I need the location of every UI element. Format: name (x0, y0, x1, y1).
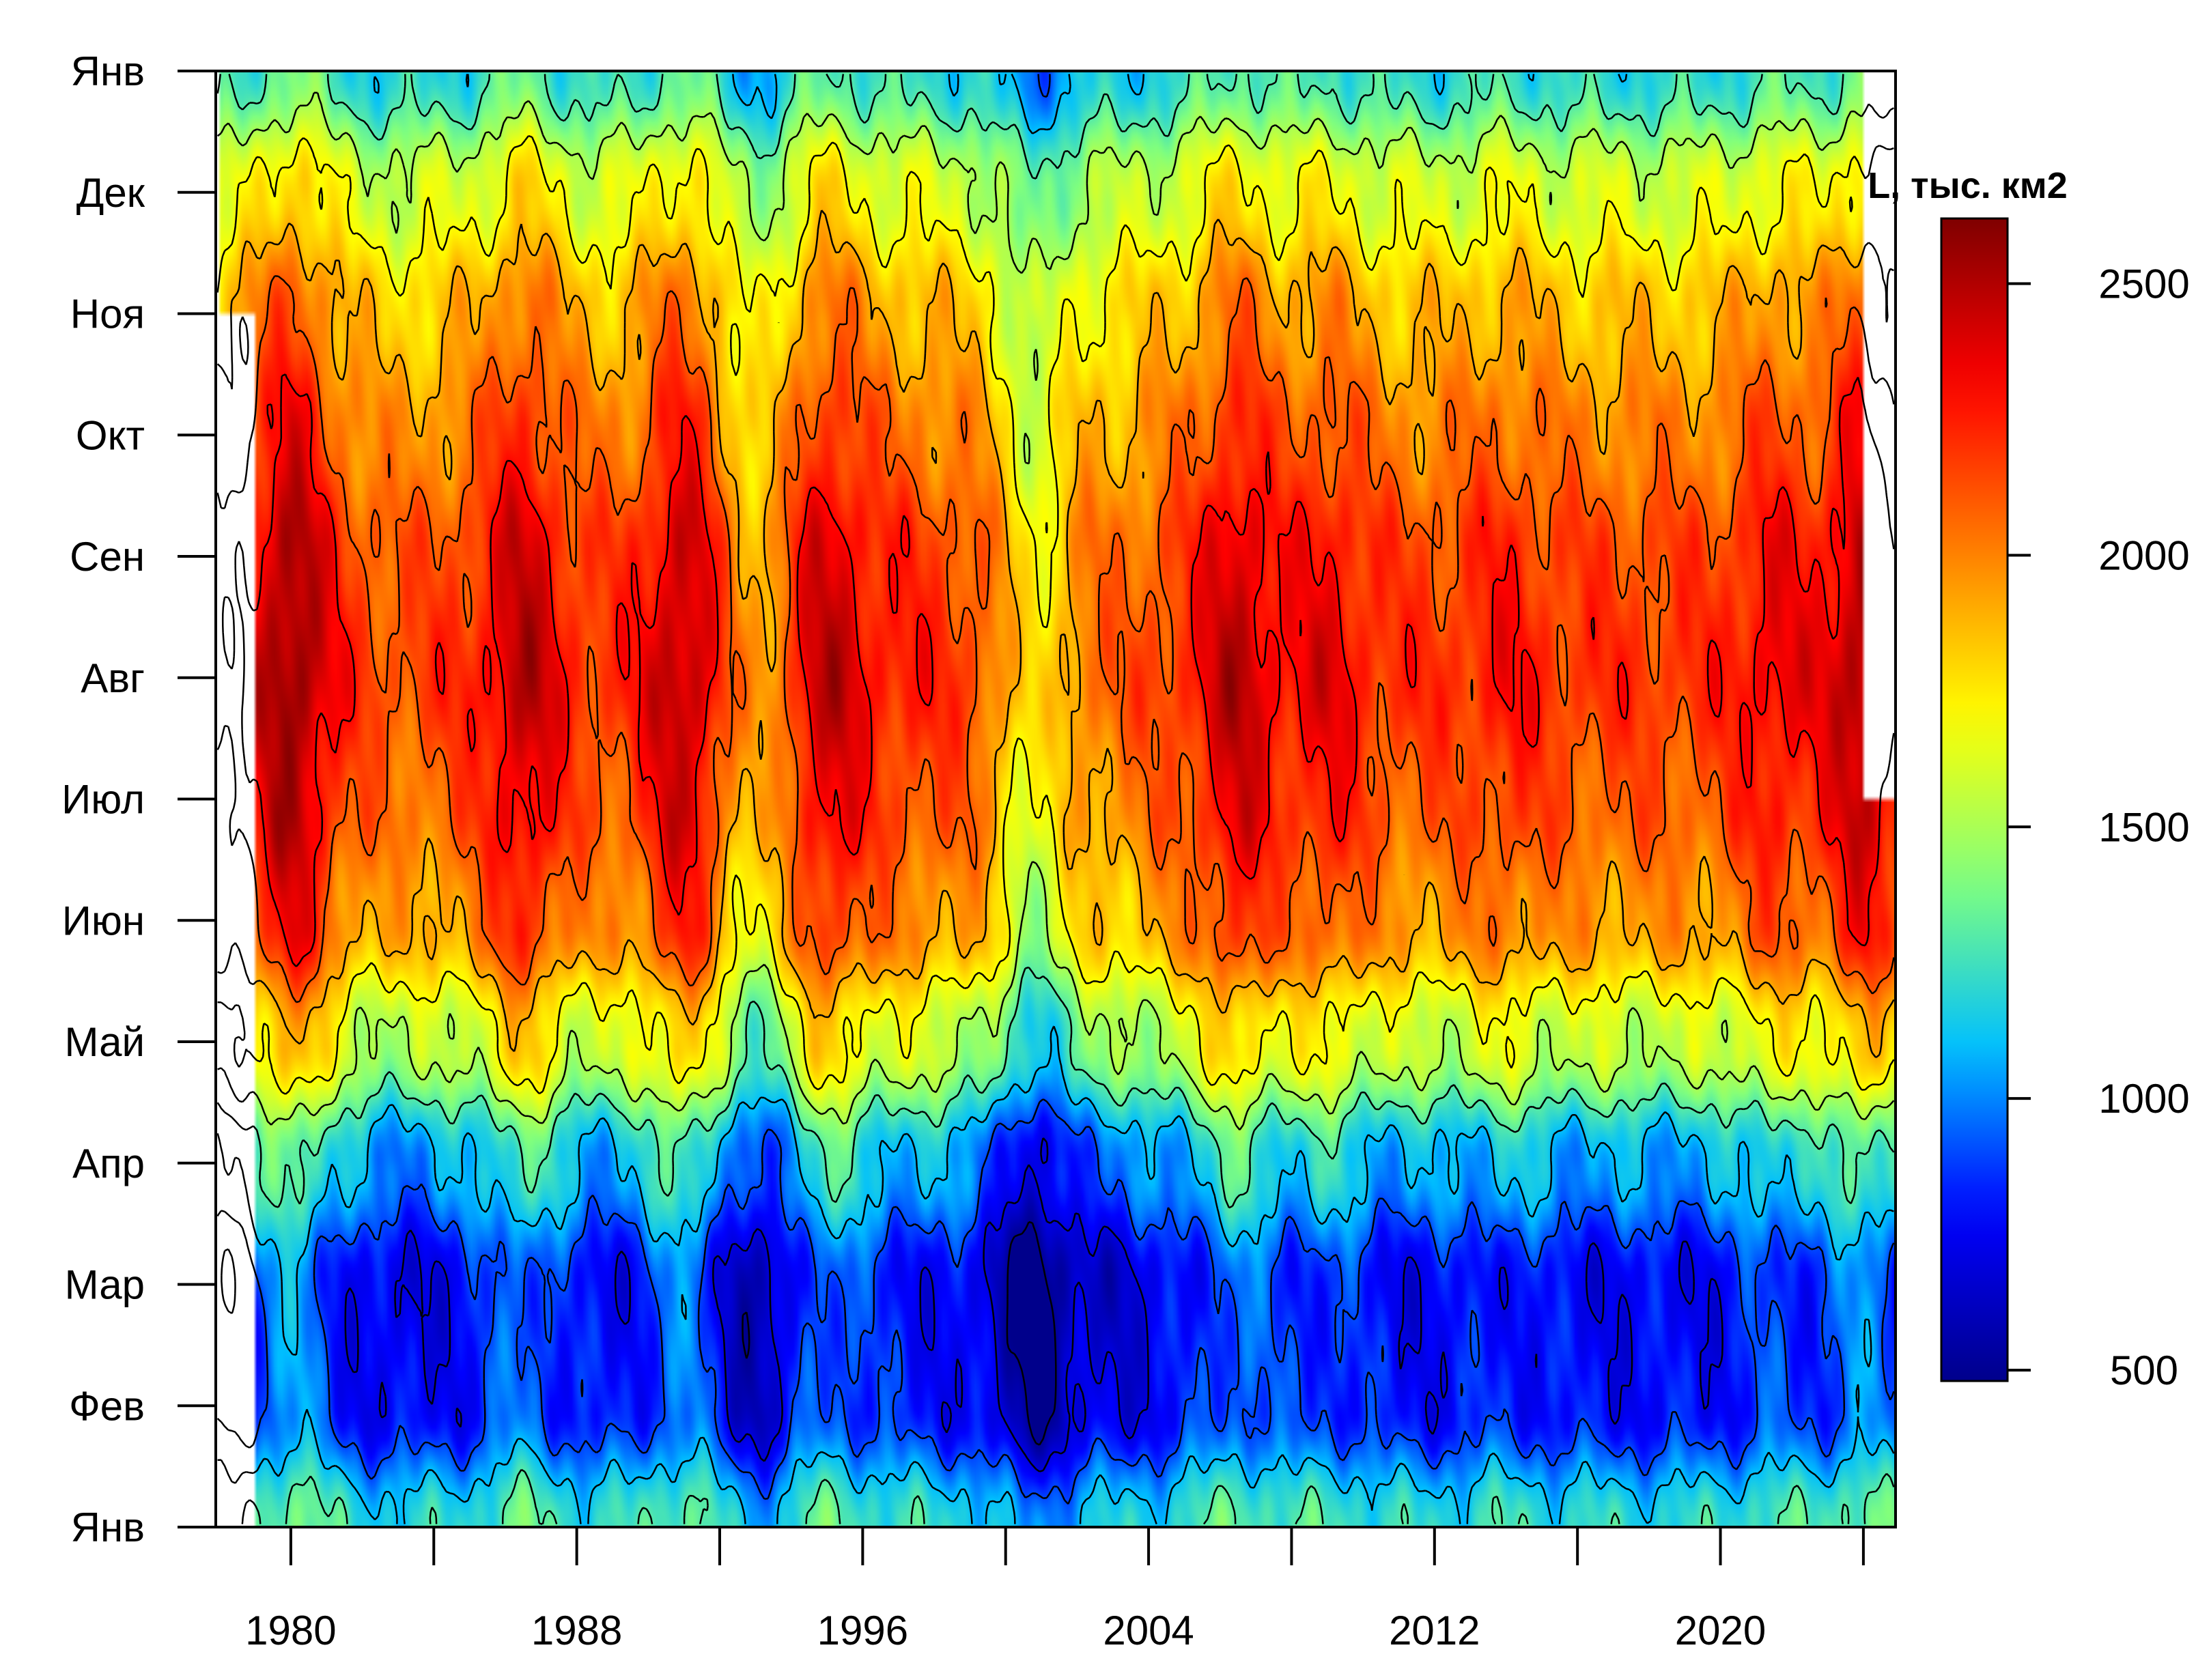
y-tick-label: Ноя (70, 291, 145, 337)
y-tick-label: Июн (62, 898, 145, 943)
y-tick-label: Авг (81, 655, 145, 701)
colorbar-tick-label: 1500 (2098, 804, 2189, 850)
colorbar: L, тыс. км2 500 1000 1500 2000 2500 (1868, 165, 2190, 1393)
colorbar-title: L, тыс. км2 (1868, 165, 2068, 206)
x-tick-label: 2012 (1389, 1608, 1480, 1653)
colorbar-tick-label: 500 (2110, 1348, 2178, 1393)
colorbar-tick-label: 2500 (2098, 261, 2189, 307)
contour-line-1500 (216, 91, 1895, 1130)
x-axis: 1980 1988 1996 2004 2012 2020 (245, 1527, 1865, 1653)
x-tick-label: 2020 (1675, 1608, 1766, 1653)
colorbar-gradient-bar (1940, 217, 2009, 1382)
x-tick-label: 1988 (531, 1608, 622, 1653)
y-tick-label: Дек (76, 170, 145, 216)
contour-line-2300 (221, 373, 1895, 967)
contour-line-1700 (216, 134, 1895, 1095)
y-tick-label: Фев (69, 1383, 145, 1429)
contour-line-500 (742, 1221, 1057, 1446)
colorbar-tick-label: 2000 (2098, 532, 2189, 578)
y-tick-label: Мар (65, 1262, 145, 1308)
contour-line-900 (216, 74, 1895, 1505)
y-tick-label: Янв (71, 1505, 145, 1550)
colorbar-ticks: 500 1000 1500 2000 2500 (2008, 261, 2190, 1393)
y-tick-label: Апр (72, 1141, 145, 1186)
contour-line-1900 (216, 210, 1895, 1059)
colorbar-tick-label: 1000 (2098, 1076, 2189, 1122)
contour-line-1100 (216, 73, 1895, 1525)
y-tick-label: Янв (71, 48, 145, 94)
y-tick-label: Окт (76, 412, 145, 458)
plot-area (214, 70, 1897, 1528)
y-tick-label: Июл (61, 777, 145, 823)
y-axis: Янв Фев Мар Апр Май Июн Июл Авг Сен Окт Ноя Дек Янв (61, 48, 216, 1550)
contour-line-1300 (216, 73, 1895, 1525)
x-tick-label: 1980 (245, 1608, 336, 1653)
contour-line-700 (221, 1137, 1723, 1472)
contour-lines (216, 73, 1895, 1525)
y-tick-label: Май (64, 1019, 145, 1065)
x-tick-label: 2004 (1103, 1608, 1194, 1653)
contour-line-2100 (216, 274, 1895, 1003)
y-tick-label: Сен (70, 534, 145, 580)
x-tick-label: 1996 (817, 1608, 908, 1653)
